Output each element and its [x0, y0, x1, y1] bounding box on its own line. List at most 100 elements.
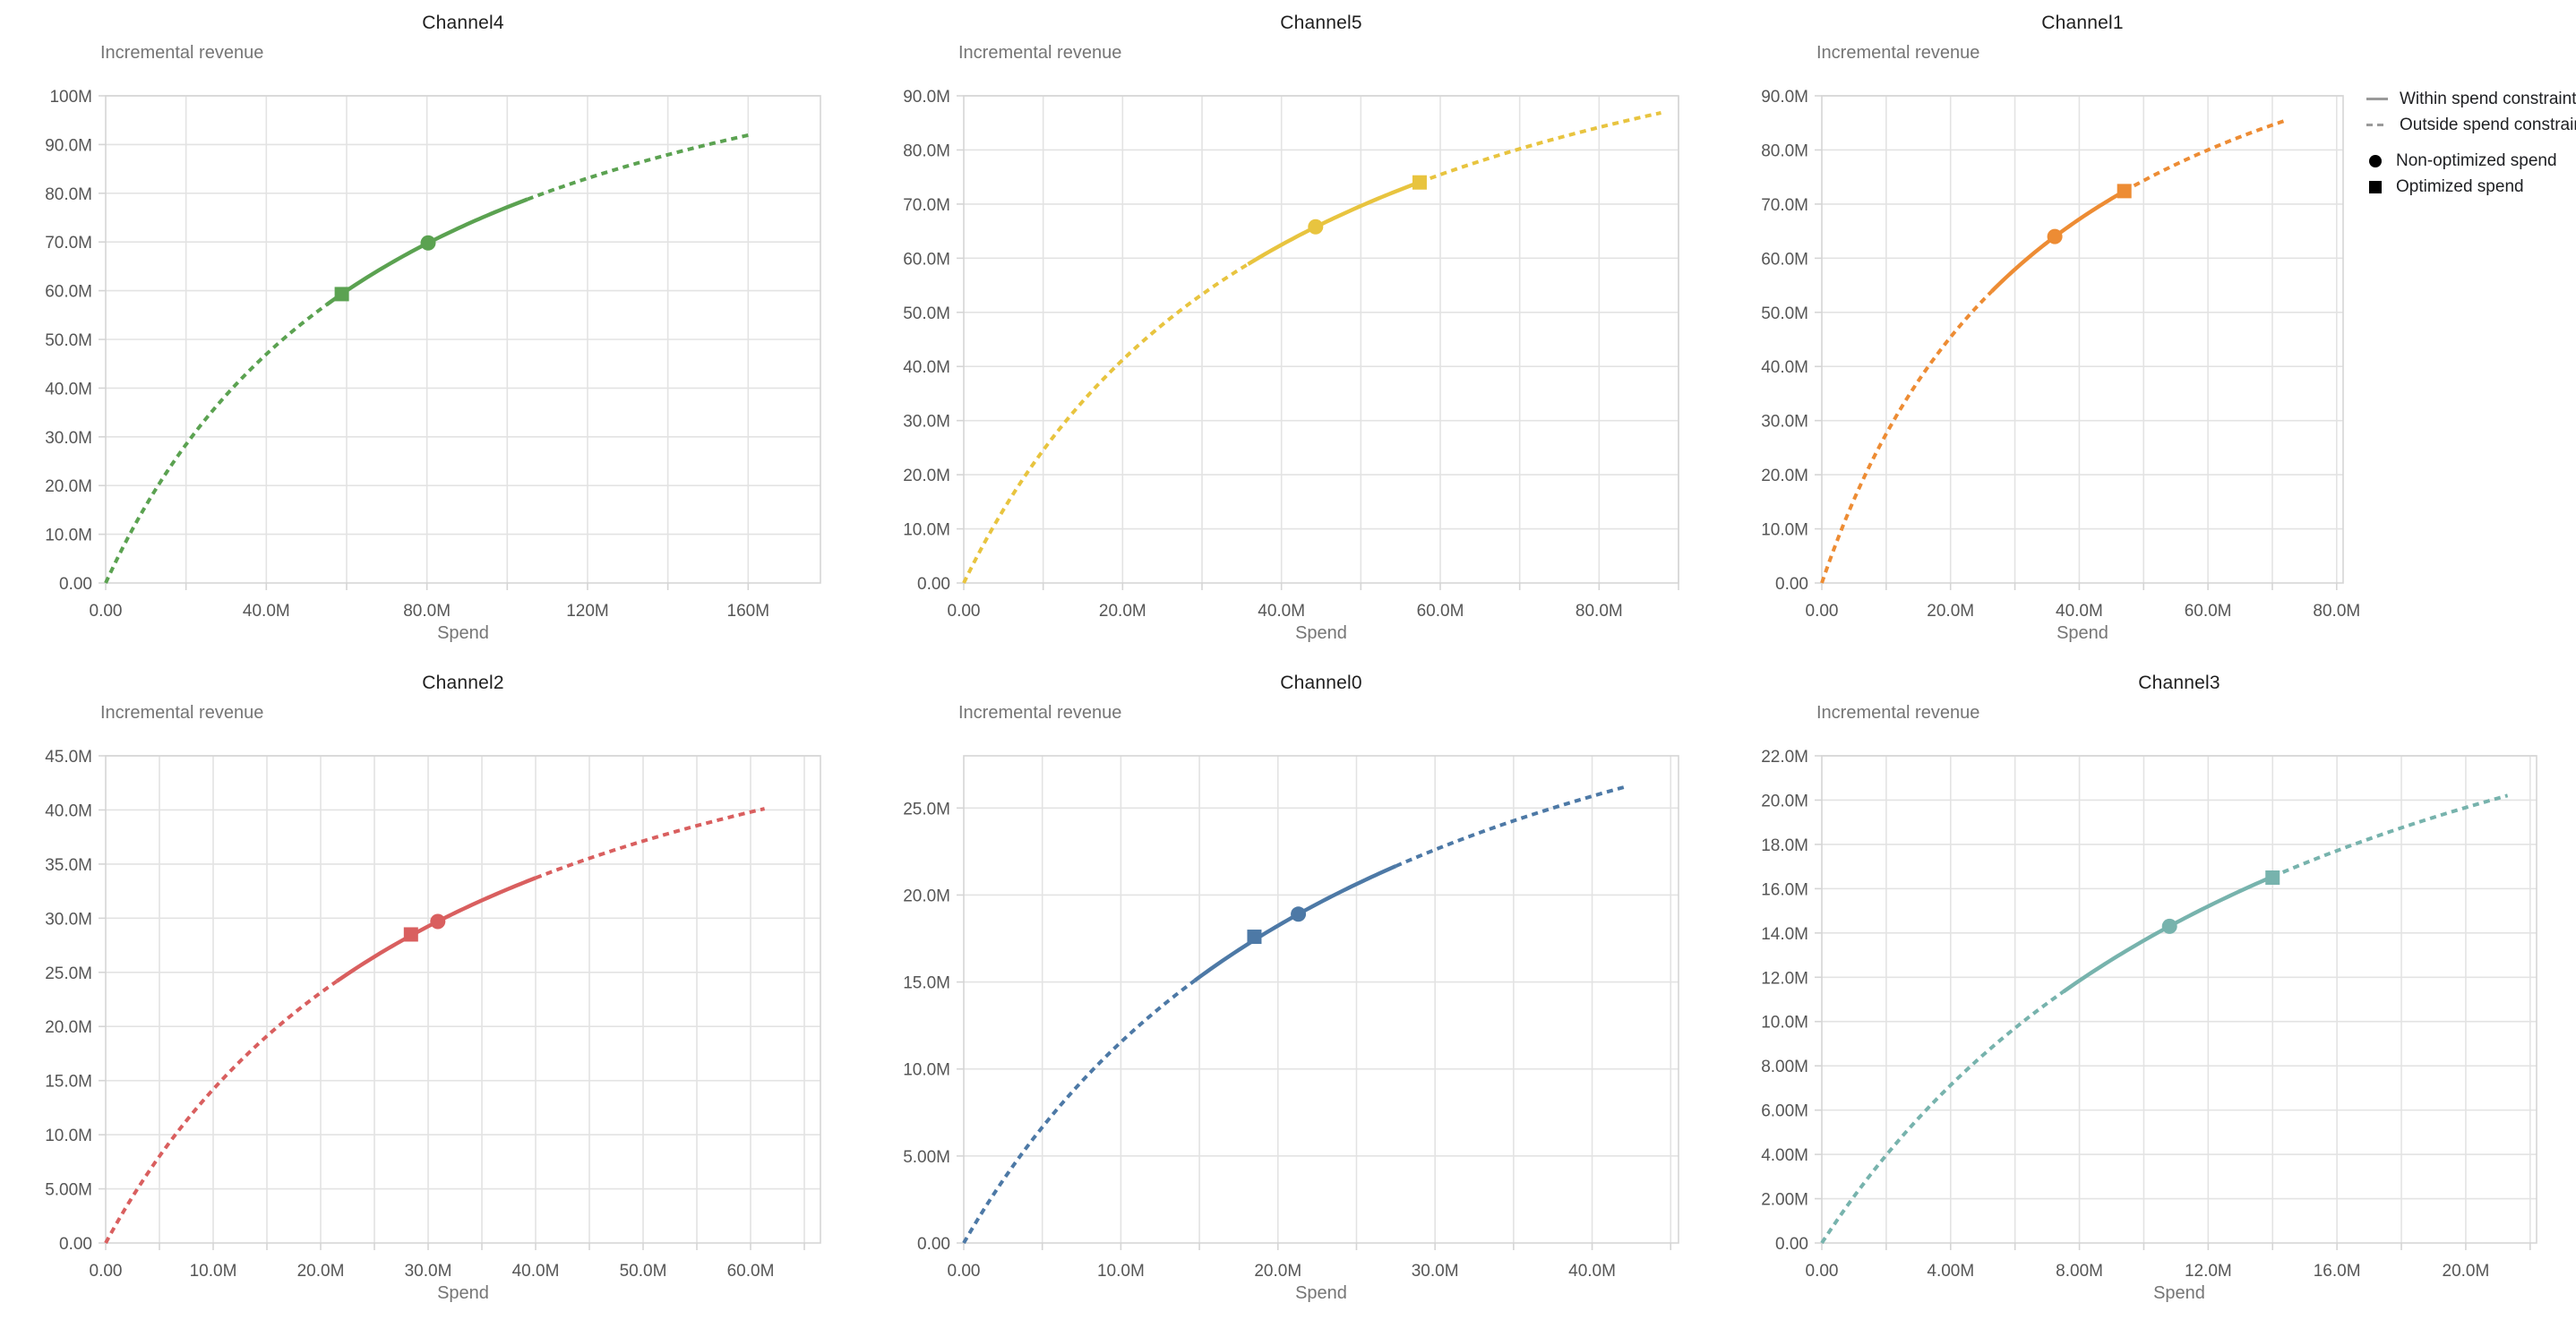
svg-text:0.00: 0.00 — [917, 575, 950, 594]
svg-text:20.0M: 20.0M — [45, 1018, 92, 1037]
svg-text:20.0M: 20.0M — [45, 477, 92, 496]
response-curve-chart: 0.00 10.0M 20.0M 30.0M 40.0M 50.0M 60.0M 70.0M 8… — [1761, 88, 2360, 643]
svg-text:10.0M: 10.0M — [1097, 1262, 1145, 1281]
svg-text:20.0M: 20.0M — [1927, 602, 1974, 621]
svg-text:40.0M: 40.0M — [243, 602, 290, 621]
svg-text:50.0M: 50.0M — [620, 1262, 667, 1281]
chart-title: Channel4 — [422, 13, 504, 33]
non-optimized-spend-marker — [420, 235, 436, 251]
svg-text:80.0M: 80.0M — [2313, 602, 2360, 621]
svg-text:30.0M: 30.0M — [903, 413, 950, 432]
svg-text:20.0M: 20.0M — [2443, 1262, 2490, 1281]
svg-text:60.0M: 60.0M — [45, 283, 92, 302]
svg-text:60.0M: 60.0M — [2185, 602, 2232, 621]
svg-text:15.0M: 15.0M — [45, 1073, 92, 1092]
svg-text:10.0M: 10.0M — [1761, 1014, 1808, 1033]
svg-text:40.0M: 40.0M — [1568, 1262, 1616, 1281]
svg-text:15.0M: 15.0M — [903, 974, 950, 993]
svg-text:80.0M: 80.0M — [1761, 141, 1808, 160]
svg-text:18.0M: 18.0M — [1761, 836, 1808, 855]
svg-text:160M: 160M — [727, 602, 770, 621]
chart-title: Channel0 — [1280, 673, 1362, 693]
y-axis-title: Incremental revenue — [958, 703, 1122, 723]
non-optimized-spend-marker — [430, 913, 446, 930]
svg-text:12.0M: 12.0M — [2185, 1262, 2232, 1281]
solid-line-icon — [2366, 98, 2388, 100]
svg-text:40.0M: 40.0M — [1258, 602, 1305, 621]
svg-text:30.0M: 30.0M — [45, 910, 92, 929]
optimized-spend-marker — [2117, 184, 2132, 199]
svg-text:30.0M: 30.0M — [1412, 1262, 1459, 1281]
non-optimized-spend-marker — [1291, 906, 1307, 922]
svg-text:22.0M: 22.0M — [1761, 748, 1808, 767]
svg-text:90.0M: 90.0M — [903, 88, 950, 107]
legend: Within spend constraint Outside spend co… — [2366, 86, 2576, 200]
svg-text:Spend: Spend — [2153, 1283, 2205, 1303]
svg-text:80.0M: 80.0M — [903, 141, 950, 160]
svg-text:6.00M: 6.00M — [1761, 1102, 1808, 1121]
svg-text:Spend: Spend — [1295, 623, 1347, 643]
svg-text:8.00M: 8.00M — [1761, 1058, 1808, 1076]
svg-text:70.0M: 70.0M — [45, 234, 92, 253]
svg-text:10.0M: 10.0M — [45, 1127, 92, 1145]
svg-text:25.0M: 25.0M — [45, 964, 92, 983]
svg-text:Spend: Spend — [437, 623, 489, 643]
dashed-line-icon — [2366, 124, 2388, 126]
legend-item-non-optimized: Non-optimized spend — [2366, 148, 2572, 174]
non-optimized-spend-marker — [1308, 219, 1324, 235]
svg-text:16.0M: 16.0M — [1761, 880, 1808, 899]
svg-text:0.00: 0.00 — [1806, 1262, 1839, 1281]
y-axis-title: Incremental revenue — [100, 703, 264, 723]
svg-text:10.0M: 10.0M — [1761, 521, 1808, 540]
svg-text:8.00M: 8.00M — [2056, 1262, 2103, 1281]
svg-text:40.0M: 40.0M — [512, 1262, 560, 1281]
svg-text:0.00: 0.00 — [90, 602, 123, 621]
optimized-spend-marker — [334, 287, 349, 302]
chart-cell-channel5: Channel5 Incremental revenue 0.00 10.0M 20… — [858, 0, 1716, 660]
svg-text:10.0M: 10.0M — [45, 527, 92, 545]
svg-text:70.0M: 70.0M — [903, 196, 950, 215]
svg-text:4.00M: 4.00M — [1761, 1146, 1808, 1165]
svg-text:2.00M: 2.00M — [1761, 1191, 1808, 1210]
svg-text:20.0M: 20.0M — [1254, 1262, 1301, 1281]
svg-text:90.0M: 90.0M — [1761, 88, 1808, 107]
legend-label: Within spend constraint — [2400, 89, 2576, 108]
svg-text:40.0M: 40.0M — [2056, 602, 2103, 621]
svg-text:50.0M: 50.0M — [903, 304, 950, 323]
optimized-spend-marker — [1247, 930, 1262, 945]
svg-text:30.0M: 30.0M — [1761, 413, 1808, 432]
svg-text:16.0M: 16.0M — [2314, 1262, 2361, 1281]
svg-text:10.0M: 10.0M — [190, 1262, 237, 1281]
response-curve-chart: 0.00 10.0M 20.0M 30.0M 40.0M 50.0M 60.0M 70.0M 8… — [45, 88, 821, 643]
svg-text:60.0M: 60.0M — [903, 250, 950, 269]
svg-text:70.0M: 70.0M — [1761, 196, 1808, 215]
svg-text:30.0M: 30.0M — [45, 429, 92, 448]
svg-text:40.0M: 40.0M — [45, 801, 92, 820]
legend-label: Outside spend constraint — [2400, 115, 2576, 134]
chart-cell-channel3: Channel3 Incremental revenue 0.00 2.00M 4.… — [1716, 660, 2576, 1320]
chart-cell-channel4: Channel4 Incremental revenue 0.00 10.0M 20… — [0, 0, 858, 660]
y-axis-title: Incremental revenue — [100, 43, 264, 63]
non-optimized-spend-marker — [2161, 918, 2177, 934]
svg-text:5.00M: 5.00M — [903, 1148, 950, 1167]
svg-text:45.0M: 45.0M — [45, 748, 92, 767]
chart-title: Channel3 — [2138, 673, 2220, 693]
legend-label: Non-optimized spend — [2396, 150, 2557, 170]
response-curve-chart: 0.00 5.00M 10.0M 15.0M 20.0M 25.0M 0.00 10.0M 20… — [903, 755, 1679, 1303]
y-axis-title: Incremental revenue — [958, 43, 1122, 63]
svg-text:Spend: Spend — [437, 1283, 489, 1303]
svg-text:20.0M: 20.0M — [297, 1262, 345, 1281]
svg-text:60.0M: 60.0M — [1417, 602, 1464, 621]
response-curve-chart: 0.00 5.00M 10.0M 15.0M 20.0M 25.0M 30.0M 35.0M 4… — [45, 748, 821, 1303]
svg-text:90.0M: 90.0M — [45, 136, 92, 155]
square-marker-icon — [2369, 180, 2382, 193]
svg-text:14.0M: 14.0M — [1761, 925, 1808, 944]
y-axis-title: Incremental revenue — [1816, 703, 1980, 723]
svg-text:40.0M: 40.0M — [45, 380, 92, 399]
svg-text:100M: 100M — [49, 88, 92, 107]
svg-text:0.00: 0.00 — [948, 602, 981, 621]
svg-text:10.0M: 10.0M — [903, 1061, 950, 1080]
svg-text:80.0M: 80.0M — [1576, 602, 1623, 621]
svg-text:0.00: 0.00 — [917, 1235, 950, 1254]
svg-text:50.0M: 50.0M — [1761, 304, 1808, 323]
